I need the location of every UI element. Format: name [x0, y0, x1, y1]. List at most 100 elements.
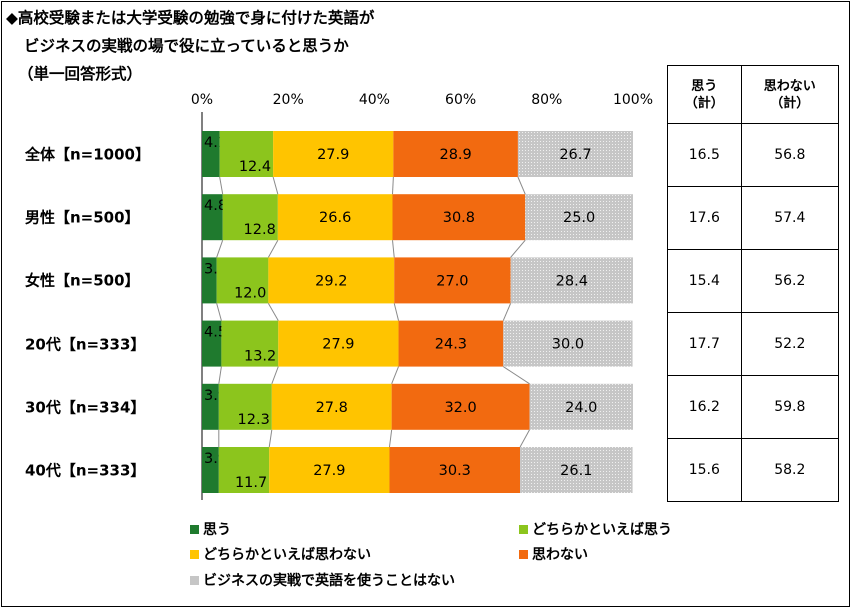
bar-segment — [517, 131, 633, 177]
data-label: 4.8 — [204, 198, 227, 214]
bar-segment — [529, 383, 633, 430]
bar-segment — [503, 320, 633, 367]
bar-segment — [202, 194, 223, 241]
legend-item: 思う — [190, 519, 231, 539]
table-row: 17.6 57.4 — [667, 186, 840, 250]
table-row: 16.2 59.8 — [667, 375, 840, 439]
x-tick-label: 60% — [445, 92, 477, 108]
legend-item: 思わない — [519, 544, 588, 564]
bar-segment — [216, 257, 269, 304]
bar-segment — [389, 447, 521, 493]
data-label: 28.4 — [556, 273, 588, 289]
cell-no-total: 58.2 — [740, 438, 840, 502]
legend-swatch-icon — [519, 549, 528, 559]
series-connector-line — [510, 239, 526, 258]
data-label: 4.5 — [204, 325, 227, 341]
bar-segment — [202, 257, 217, 304]
series-connector-line — [216, 240, 224, 258]
data-label: 26.7 — [559, 147, 591, 163]
table-row: 16.5 56.8 — [667, 123, 840, 187]
legend-swatch-icon — [519, 524, 528, 534]
cell-yes-total: 16.2 — [667, 375, 742, 439]
bar-segment — [219, 131, 274, 177]
bar-segment — [222, 194, 278, 241]
bar-segment — [278, 320, 399, 367]
data-label: 30.3 — [439, 463, 471, 479]
legend-swatch-icon — [190, 549, 199, 559]
x-tick-label: 100% — [612, 92, 654, 108]
cell-no-total: 57.4 — [740, 186, 840, 250]
data-label: 12.4 — [239, 159, 271, 175]
cell-no-total: 52.2 — [740, 312, 840, 376]
data-label: 27.9 — [317, 147, 349, 163]
data-label: 28.9 — [439, 147, 471, 163]
data-label: 13.2 — [244, 349, 276, 365]
bar-segment — [218, 447, 270, 493]
cell-yes-total: 16.5 — [667, 123, 742, 187]
category-label: 女性【n=500】 — [25, 271, 140, 290]
data-label: 26.6 — [319, 210, 351, 226]
chart-title-line2: ビジネスの実戦の場で役に立っていると思うか — [24, 37, 349, 55]
category-label: 男性【n=500】 — [25, 208, 140, 227]
bar-segment — [218, 383, 272, 430]
legend-swatch-icon — [190, 524, 199, 534]
data-label: 32.0 — [444, 400, 476, 416]
bar-segment — [391, 383, 530, 430]
chart-title-line3: （単一回答形式） — [18, 65, 143, 83]
series-connector-line — [393, 303, 400, 321]
data-label: 27.9 — [313, 463, 345, 479]
cell-no-total: 56.8 — [740, 123, 840, 187]
legend-item: どちらかといえば思わない — [190, 544, 371, 564]
bar-segment — [392, 194, 526, 241]
series-connector-line — [391, 366, 400, 384]
series-connector-line — [268, 429, 273, 448]
series-connector-line — [216, 303, 222, 321]
series-connector-line — [519, 429, 530, 448]
bar-segment — [277, 194, 393, 241]
data-label: 12.0 — [234, 285, 266, 301]
header-no-total: 思わない （計） — [740, 65, 840, 124]
bar-segment — [202, 447, 219, 493]
cell-yes-total: 15.6 — [667, 438, 742, 502]
x-tick-label: 0% — [190, 92, 214, 108]
data-label: 30.8 — [443, 210, 475, 226]
bar-segment — [393, 131, 518, 177]
data-label: 24.0 — [565, 400, 597, 416]
data-label: 11.7 — [235, 475, 267, 491]
bar-segment — [394, 257, 511, 304]
data-label: 25.0 — [563, 210, 595, 226]
category-label: 30代【n=334】 — [25, 398, 146, 417]
bar-segment — [271, 383, 392, 430]
legend-label: 思わない — [532, 547, 588, 563]
series-connector-line — [271, 366, 279, 384]
series-connector-line — [392, 176, 394, 195]
table-row: 15.6 58.2 — [667, 438, 840, 502]
x-tick-label: 80% — [531, 92, 563, 108]
data-label: 24.3 — [435, 337, 467, 353]
data-label: 30.0 — [552, 337, 584, 353]
series-connector-line — [502, 303, 512, 321]
series-connector-line — [219, 176, 224, 195]
data-label: 27.0 — [436, 273, 468, 289]
bar-segment — [202, 320, 222, 367]
series-connector-line — [267, 303, 279, 321]
series-connector-line — [502, 366, 530, 385]
bar-segment — [510, 257, 633, 304]
legend-label: ビジネスの実戦で英語を使うことはない — [203, 573, 455, 589]
series-connector-line — [272, 176, 279, 195]
data-label: 29.2 — [315, 273, 347, 289]
category-label: 20代【n=333】 — [25, 335, 146, 354]
series-connector-line — [218, 366, 222, 384]
x-tick-label: 40% — [358, 92, 390, 108]
summary-table: 思う （計） 思わない （計） 16.5 56.8 17.6 57.4 15.4 56.2 17… — [667, 65, 840, 502]
bar-segment — [221, 320, 279, 367]
legend-label: 思う — [203, 522, 231, 538]
bar-segment — [520, 447, 633, 493]
bar-segment — [202, 383, 219, 430]
bar-segment — [525, 194, 633, 241]
cell-yes-total: 17.6 — [667, 186, 742, 250]
x-tick-label: 20% — [272, 92, 304, 108]
data-label: 12.3 — [238, 412, 270, 428]
series-connector-line — [392, 240, 395, 258]
